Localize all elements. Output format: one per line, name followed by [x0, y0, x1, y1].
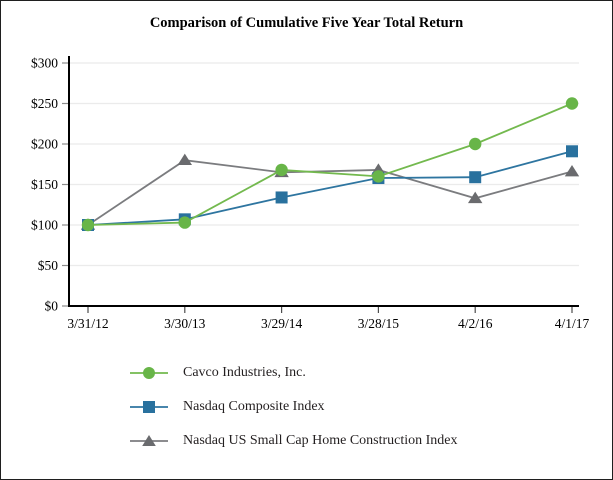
legend-label: Nasdaq Composite Index — [183, 399, 325, 414]
chart-legend: Cavco Industries, Inc. Nasdaq Composite … — [130, 356, 458, 458]
y-axis-tick-label: $250 — [31, 96, 58, 111]
y-axis-tick-label: $100 — [31, 218, 58, 233]
legend-label: Cavco Industries, Inc. — [183, 365, 306, 380]
legend-item-cavco: Cavco Industries, Inc. — [130, 356, 458, 390]
series-square — [82, 145, 578, 231]
legend-marker-triangle-icon — [130, 435, 168, 446]
chart-title: Comparison of Cumulative Five Year Total… — [149, 15, 464, 31]
legend-item-nasdaq-composite: Nasdaq Composite Index — [130, 390, 458, 424]
legend-marker-circle-icon — [130, 367, 168, 379]
series-circle — [81, 97, 579, 232]
chart-canvas: $0 $50 $100 $150 $200 $250 $300 3/31/12 3/30/13 3… — [31, 56, 590, 332]
x-axis-tick-label: 3/28/15 — [358, 316, 400, 331]
legend-item-home-construction: Nasdaq US Small Cap Home Construction In… — [130, 424, 458, 458]
x-axis-tick-label: 3/30/13 — [164, 316, 206, 331]
x-axis-tick-label: 3/31/12 — [67, 316, 108, 331]
x-axis-tick-label: 3/29/14 — [261, 316, 303, 331]
y-axis-tick-label: $50 — [38, 258, 59, 273]
x-axis-tick-label: 4/1/17 — [555, 316, 590, 331]
y-axis-tick-label: $0 — [45, 299, 59, 314]
legend-marker-square-icon — [130, 401, 168, 413]
legend-label: Nasdaq US Small Cap Home Construction In… — [183, 433, 458, 448]
series-triangle — [80, 153, 580, 230]
y-axis-tick-label: $200 — [31, 137, 58, 152]
y-axis-tick-label: $150 — [31, 177, 58, 192]
y-axis-tick-label: $300 — [31, 56, 58, 71]
x-axis-tick-label: 4/2/16 — [458, 316, 493, 331]
